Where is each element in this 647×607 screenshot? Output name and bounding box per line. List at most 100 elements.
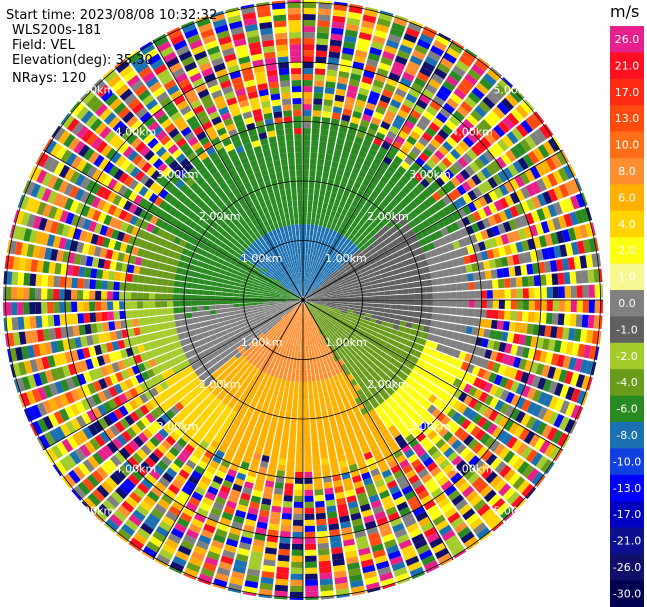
gate-cell [266, 69, 278, 77]
gate-cell [70, 403, 81, 417]
gate-cell [104, 523, 116, 534]
gate-cell [321, 319, 327, 326]
gate-cell [113, 395, 123, 407]
gate-cell [221, 511, 234, 521]
gate-cell [550, 353, 560, 366]
gate-cell [323, 333, 329, 340]
gate-cell [225, 59, 238, 68]
gate-cell [155, 525, 169, 538]
gate-cell [131, 102, 145, 115]
gate-cell [381, 141, 391, 151]
gate-cell [321, 259, 326, 266]
gate-cell [308, 273, 312, 279]
gate-cell [384, 434, 394, 444]
gate-cell [478, 391, 489, 403]
gate-cell [311, 242, 315, 250]
gate-cell [377, 344, 385, 351]
gate-cell [515, 410, 526, 424]
gate-cell [47, 302, 54, 314]
gate-cell [355, 455, 365, 464]
gate-cell [119, 447, 131, 460]
gate-cell [97, 333, 106, 344]
gate-cell [203, 300, 210, 306]
gate-cell [444, 534, 459, 547]
gate-cell [585, 360, 595, 375]
gate-cell [281, 281, 287, 287]
gate-cell [222, 316, 230, 322]
gate-cell [314, 404, 321, 412]
gate-cell [101, 311, 109, 322]
gate-cell [291, 543, 303, 550]
gate-cell [258, 272, 265, 277]
gate-cell [371, 543, 384, 553]
gate-cell [308, 314, 312, 321]
gate-cell [223, 275, 231, 281]
gate-cell [372, 300, 379, 304]
gate-cell [164, 181, 175, 192]
gate-cell [290, 305, 296, 311]
gate-cell [128, 542, 141, 552]
gate-cell [65, 301, 72, 313]
gate-cell [203, 370, 212, 378]
gate-cell [275, 38, 288, 46]
gate-cell [177, 333, 186, 341]
gate-cell [200, 268, 208, 275]
gate-cell [298, 206, 303, 213]
gate-cell [296, 170, 302, 177]
gate-cell [231, 245, 239, 252]
gate-cell [11, 317, 19, 331]
gate-cell [121, 500, 135, 513]
gate-cell [260, 188, 268, 196]
gate-cell [197, 300, 204, 306]
gate-cell [303, 284, 305, 290]
gate-cell [343, 170, 351, 179]
gate-cell [287, 8, 301, 15]
gate-cell [179, 254, 187, 262]
gate-cell [189, 264, 197, 271]
gate-cell [157, 444, 168, 455]
gate-cell [222, 397, 231, 406]
gate-cell [322, 233, 328, 241]
gate-cell [337, 300, 343, 302]
gate-cell [303, 212, 307, 219]
gate-cell [212, 171, 222, 181]
gate-cell [189, 371, 198, 380]
gate-cell [320, 320, 326, 327]
gate-cell [256, 126, 266, 134]
gate-cell [101, 291, 108, 300]
gate-cell [283, 289, 290, 293]
gate-cell [289, 325, 293, 332]
gate-cell [289, 282, 294, 288]
gate-cell [284, 278, 289, 284]
gate-cell [334, 323, 341, 329]
gate-cell [66, 118, 80, 132]
gate-cell [263, 51, 276, 59]
gate-cell [483, 328, 491, 338]
gate-cell [293, 296, 300, 299]
gate-cell [327, 142, 335, 150]
gate-cell [298, 303, 302, 310]
gate-cell [213, 434, 223, 444]
gate-cell [271, 286, 278, 290]
gate-cell [165, 257, 174, 265]
gate-cell [376, 484, 388, 494]
gate-cell [270, 197, 277, 205]
gate-cell [511, 495, 525, 510]
gate-cell [260, 391, 268, 399]
gate-cell [323, 475, 332, 483]
gate-cell [419, 436, 431, 447]
gate-cell [263, 294, 270, 297]
gate-cell [96, 171, 108, 184]
gate-cell [113, 408, 124, 420]
gate-cell [318, 314, 324, 320]
gate-cell [292, 525, 303, 532]
gate-cell [301, 303, 303, 310]
gate-cell [317, 323, 322, 330]
gate-cell [174, 495, 187, 507]
gate-cell [354, 410, 362, 419]
gate-cell [314, 324, 319, 331]
gate-cell [275, 572, 289, 580]
gate-cell [498, 342, 507, 353]
gate-cell [278, 326, 283, 333]
gate-cell [284, 257, 289, 264]
